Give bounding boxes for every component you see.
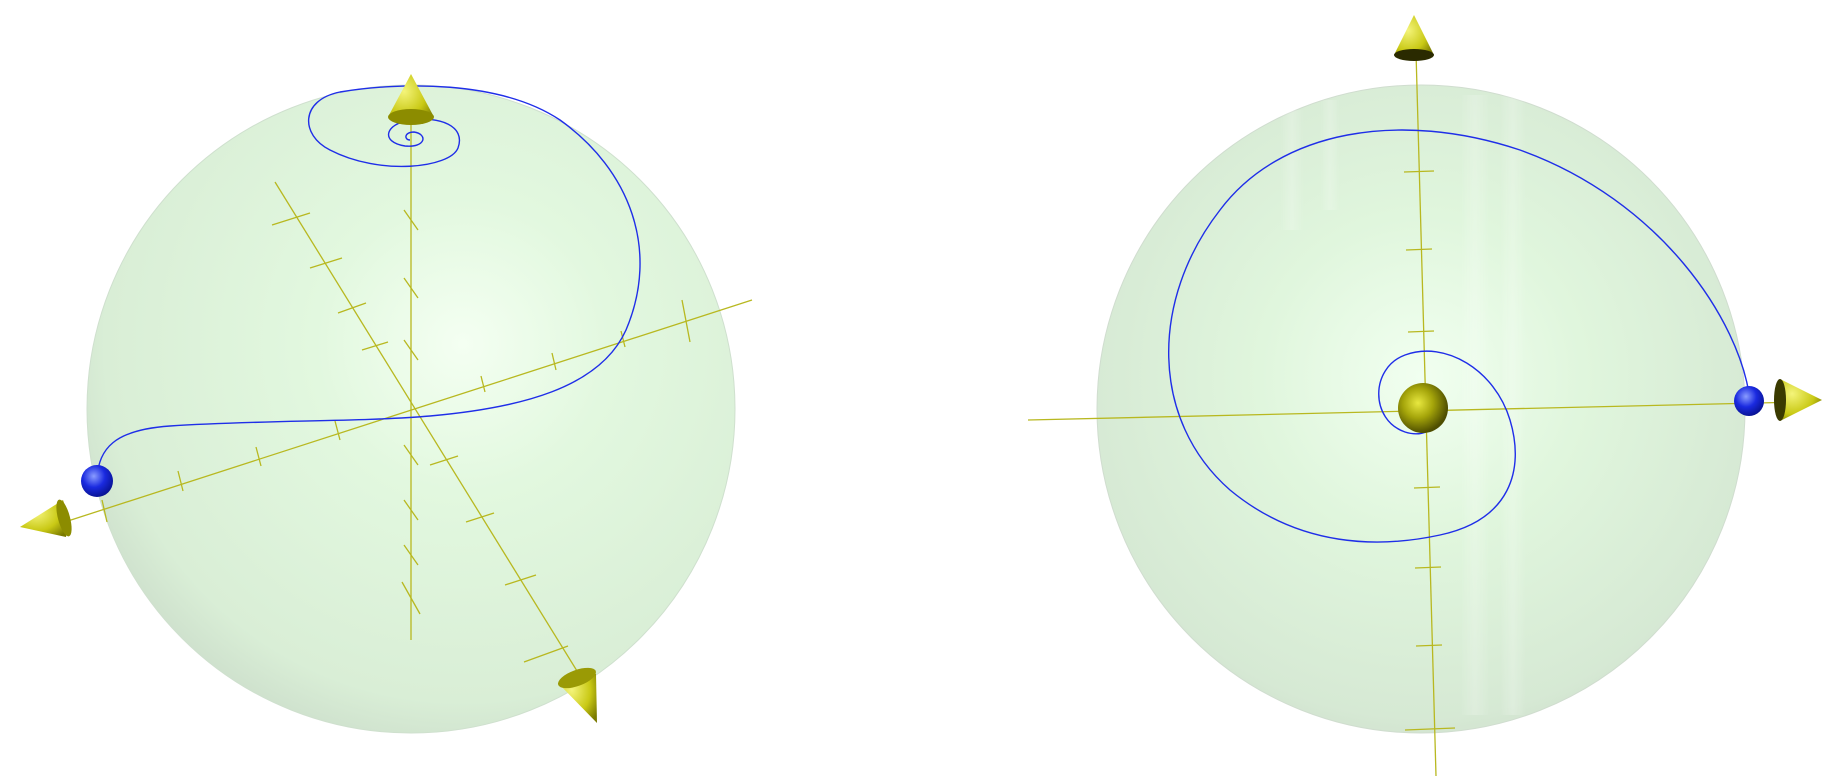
x-axis-ticks	[101, 299, 691, 523]
trajectory-start-marker	[81, 465, 113, 497]
y-axis	[274, 181, 591, 693]
y-axis-ticks	[271, 212, 569, 663]
y-axis-arrowhead-icon	[558, 667, 597, 723]
x-axis	[39, 299, 753, 531]
right-sphere-canvas	[1027, 15, 1822, 776]
z-axis-arrowhead-icon	[388, 74, 434, 125]
x-axis-arrowhead-icon	[1774, 379, 1822, 421]
vertical-axis-ticks	[1403, 170, 1456, 731]
z-axis-arrowhead-icon	[1398, 383, 1448, 433]
trajectory-end-marker	[1734, 386, 1764, 416]
left-sphere-canvas	[20, 74, 753, 734]
right-sphere-view	[900, 0, 1837, 776]
z-axis-ticks	[401, 209, 421, 615]
y-axis-arrowhead-icon	[1394, 15, 1434, 61]
left-sphere-view	[0, 0, 900, 776]
state-trajectory	[1168, 129, 1751, 543]
sphere-shading	[1280, 95, 1526, 715]
x-axis-arrowhead-icon	[20, 499, 72, 537]
state-trajectory	[96, 85, 641, 477]
